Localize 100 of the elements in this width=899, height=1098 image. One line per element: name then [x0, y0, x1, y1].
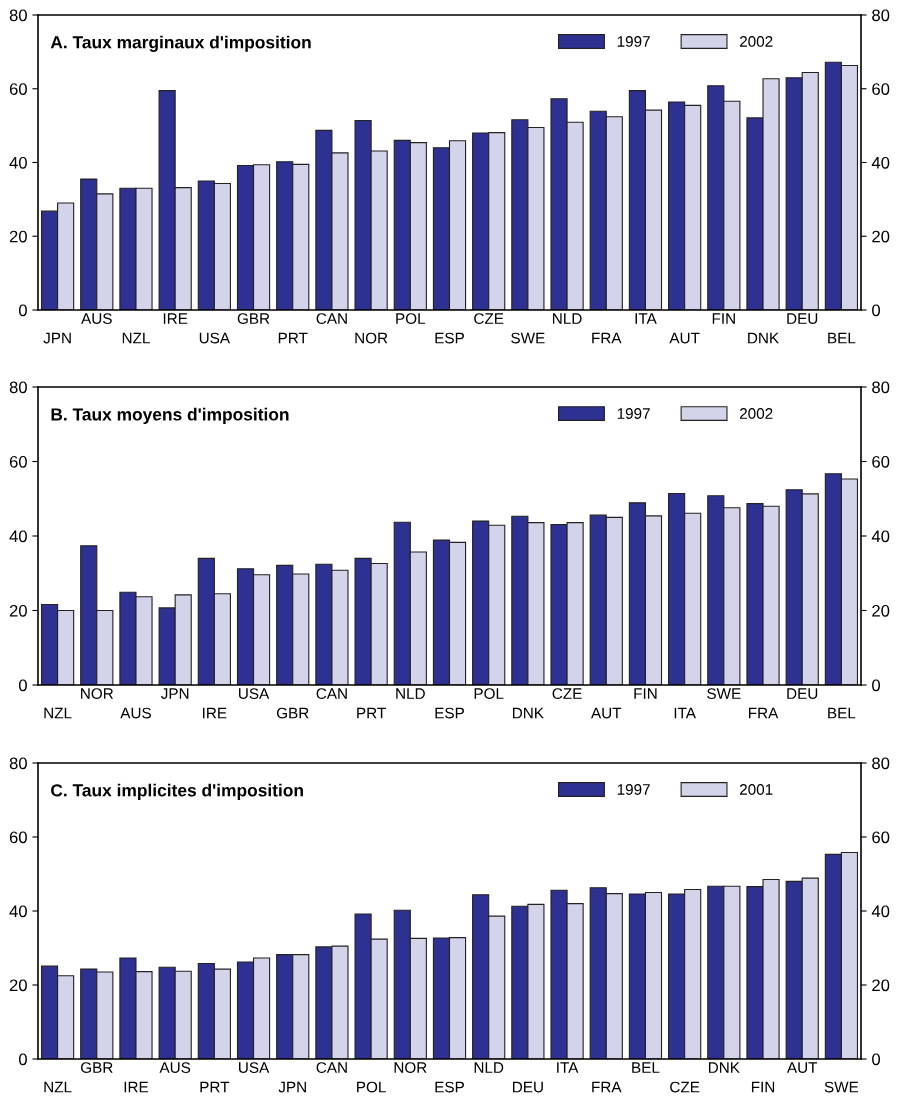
legend-label: 1997 — [617, 784, 650, 795]
x-tick-label: NOR — [394, 1062, 427, 1073]
x-tick-label: CZE — [670, 1081, 700, 1093]
y-tick-label: 60 — [9, 83, 27, 95]
y2-tick-label: 80 — [872, 381, 890, 394]
y2-tick-label: 40 — [871, 905, 890, 918]
legend-label: 2002 — [739, 408, 773, 419]
legend-label: 2001 — [739, 784, 773, 795]
x-tick-label: CAN — [316, 1062, 347, 1073]
x-tick-label: DEU — [513, 1081, 543, 1093]
x-tick-label: FRA — [592, 332, 622, 344]
y-tick-label: 40 — [9, 156, 27, 169]
x-tick-label: CAN — [316, 688, 347, 699]
x-tick-label: ITA — [557, 1062, 579, 1073]
x-tick-label: ESP — [435, 1081, 464, 1093]
y-tick-label: 20 — [9, 604, 27, 617]
x-tick-label: SWE — [824, 1081, 859, 1093]
x-tick-label: AUS — [81, 313, 112, 324]
x-tick-label: PRT — [278, 332, 308, 344]
x-tick-label: PRT — [357, 707, 386, 719]
x-tick-label: GBR — [237, 313, 270, 324]
y-tick-label: 60 — [9, 455, 27, 468]
y-tick-label: 80 — [9, 9, 27, 22]
x-tick-label: NZL — [44, 707, 72, 719]
x-tick-label: AUS — [159, 1062, 191, 1073]
x-tick-label: AUT — [669, 332, 700, 344]
x-tick-label: JPN — [43, 332, 71, 344]
x-tick-label: NZL — [122, 332, 150, 344]
y2-tick-label: 80 — [872, 757, 890, 770]
y2-tick-label: 0 — [872, 1053, 881, 1066]
x-tick-label: SWE — [511, 332, 545, 344]
y2-tick-label: 60 — [872, 831, 890, 844]
x-tick-label: FIN — [712, 313, 735, 324]
x-tick-label: ESP — [435, 707, 464, 719]
x-tick-label: POL — [474, 688, 504, 699]
x-tick-label: NZL — [44, 1081, 72, 1093]
y-tick-label: 0 — [18, 679, 27, 692]
y-tick-label: 0 — [18, 1053, 27, 1066]
x-tick-label: BEL — [828, 332, 856, 344]
x-tick-label: IRE — [124, 1081, 149, 1093]
y-tick-label: 60 — [9, 831, 27, 844]
x-tick-label: NLD — [396, 688, 425, 699]
x-tick-label: CAN — [316, 313, 347, 324]
y-tick-label: 80 — [9, 381, 27, 394]
x-tick-label: DNK — [748, 332, 779, 344]
y2-tick-label: 60 — [872, 455, 890, 468]
x-tick-label: IRE — [203, 707, 227, 719]
text: B. Taux moyens d'imposition — [51, 407, 289, 425]
x-tick-label: AUT — [786, 1062, 818, 1073]
y2-tick-label: 40 — [871, 156, 890, 169]
x-tick-label: AUT — [591, 707, 622, 719]
y2-tick-label: 20 — [872, 230, 890, 243]
x-tick-label: PRT — [200, 1081, 230, 1093]
y-tick-label: 80 — [9, 757, 27, 770]
x-tick-label: USA — [239, 1062, 270, 1073]
legend-label: 2002 — [739, 36, 773, 47]
x-tick-label: FIN — [751, 1081, 775, 1093]
y2-tick-label: 60 — [872, 83, 890, 95]
x-tick-label: CZE — [552, 688, 582, 699]
x-tick-label: JPN — [278, 1081, 306, 1093]
legend-label: 1997 — [617, 408, 650, 419]
x-tick-label: SWE — [707, 688, 741, 699]
x-tick-label: GBR — [81, 1062, 113, 1073]
x-tick-label: DNK — [513, 707, 544, 719]
y2-tick-label: 40 — [871, 530, 890, 543]
x-tick-label: USA — [239, 688, 270, 699]
x-tick-label: DNK — [708, 1062, 740, 1073]
text: C. Taux implicites d'imposition — [51, 783, 303, 800]
x-tick-label: JPN — [160, 688, 189, 699]
y-tick-label: 0 — [18, 304, 27, 317]
y2-tick-label: 80 — [872, 9, 890, 22]
x-tick-label: FRA — [592, 1081, 622, 1093]
x-tick-label: NOR — [355, 332, 388, 344]
x-tick-label: ITA — [674, 707, 696, 719]
x-tick-label: BEL — [632, 1062, 660, 1073]
x-tick-label: CZE — [474, 313, 504, 324]
x-tick-label: BEL — [828, 707, 856, 719]
legend-label: 1997 — [617, 36, 650, 47]
x-tick-label: NLD — [553, 313, 582, 324]
x-tick-label: FIN — [634, 688, 657, 699]
x-tick-label: USA — [199, 332, 231, 344]
x-tick-label: IRE — [163, 313, 188, 324]
y2-tick-label: 20 — [872, 604, 890, 617]
x-tick-label: NOR — [81, 688, 114, 699]
x-tick-label: DEU — [787, 313, 818, 324]
x-tick-label: ESP — [435, 332, 464, 344]
x-tick-label: NLD — [474, 1062, 504, 1073]
text: A. Taux marginaux d'imposition — [50, 35, 311, 52]
x-tick-label: POL — [396, 313, 426, 324]
x-tick-label: POL — [357, 1081, 386, 1093]
x-tick-label: AUS — [120, 707, 151, 719]
y2-tick-label: 0 — [872, 679, 881, 692]
y2-tick-label: 20 — [872, 979, 890, 992]
y-tick-label: 20 — [9, 230, 27, 243]
x-tick-label: FRA — [749, 707, 779, 719]
y2-tick-label: 0 — [872, 304, 881, 317]
x-tick-label: GBR — [276, 707, 309, 719]
x-tick-label: ITA — [635, 313, 657, 324]
y-tick-label: 40 — [9, 905, 27, 918]
x-tick-label: DEU — [787, 688, 818, 699]
